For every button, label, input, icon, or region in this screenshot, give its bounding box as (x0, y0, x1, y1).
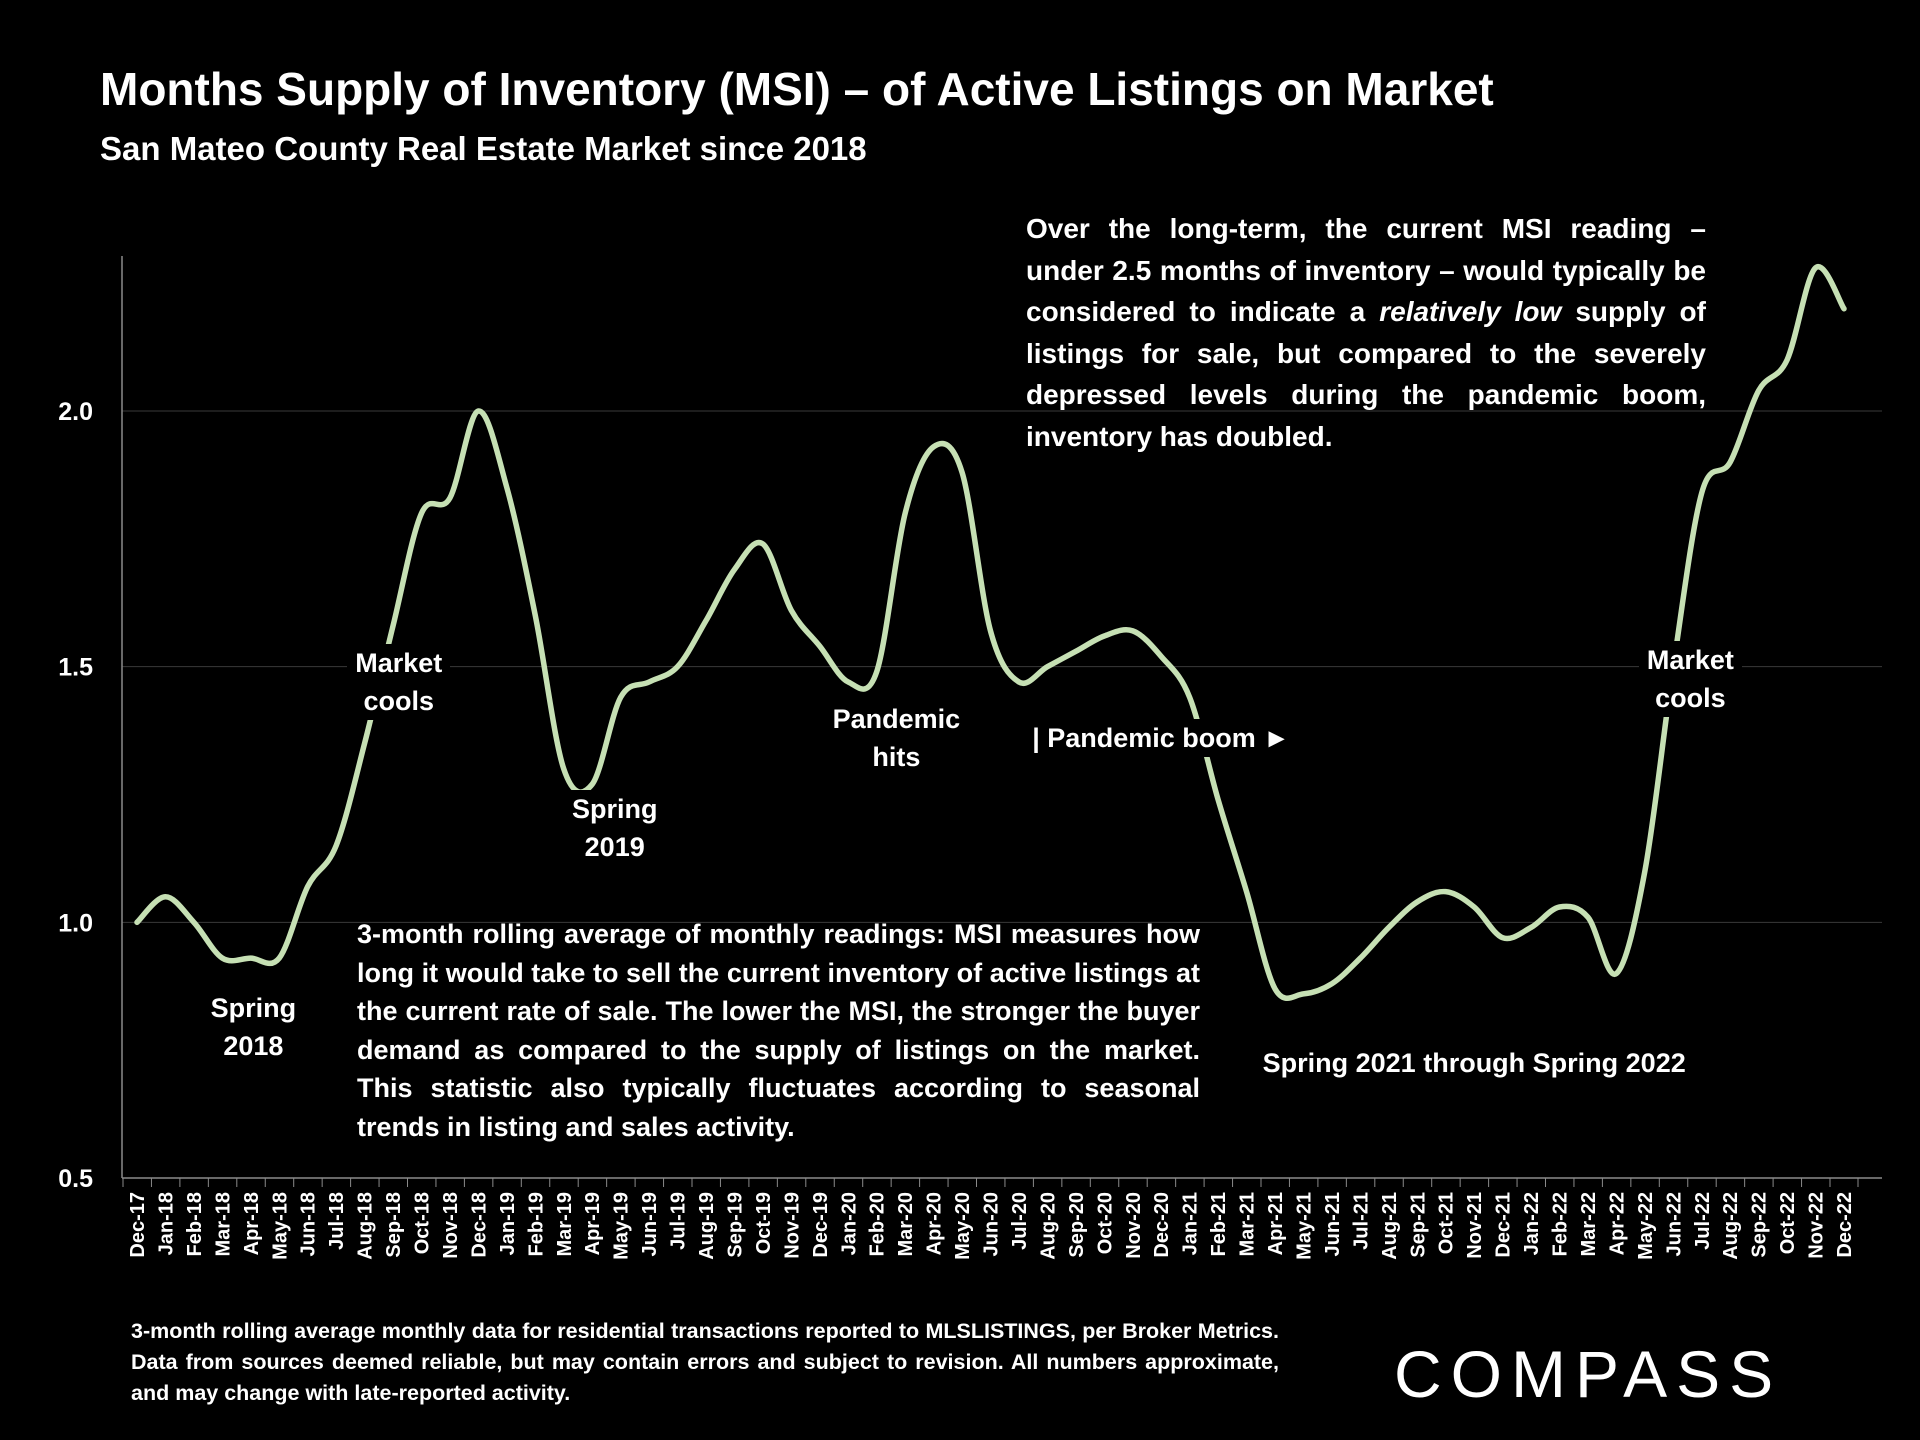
long-term-note-text-1: Over the long-term, the current MSI read… (1026, 213, 1706, 327)
x-tick-label: Feb-22 (1550, 1192, 1572, 1256)
chart-title: Months Supply of Inventory (MSI) – of Ac… (100, 63, 1494, 115)
x-tick-label: Jul-18 (326, 1192, 348, 1250)
x-tick-label: Oct-22 (1777, 1192, 1799, 1254)
annotation-line: Spring (571, 793, 658, 824)
annotation-line: hits (872, 742, 921, 773)
x-tick-label: Feb-18 (184, 1192, 206, 1256)
x-tick-label: Nov-20 (1123, 1192, 1145, 1259)
x-tick-label: Oct-18 (412, 1192, 434, 1254)
x-tick-label: Sep-20 (1066, 1192, 1088, 1258)
annotation-line: Market (1646, 645, 1734, 676)
x-tick-label: Dec-22 (1834, 1192, 1856, 1258)
x-tick-label: Dec-20 (1151, 1192, 1173, 1258)
annotation-line: Market (355, 648, 443, 678)
annotation-line: Pandemic (832, 704, 961, 735)
x-tick-label: Nov-21 (1464, 1192, 1486, 1259)
x-tick-label: Mar-20 (895, 1192, 917, 1256)
x-tick-label: May-19 (611, 1192, 633, 1260)
x-tick-label: Aug-19 (696, 1192, 718, 1260)
x-tick-label: Jan-20 (838, 1192, 860, 1255)
x-tick-label: Sep-19 (724, 1192, 746, 1258)
x-tick-label: Oct-19 (753, 1192, 775, 1254)
x-tick-label: Feb-19 (525, 1192, 547, 1256)
x-tick-label: Jul-20 (1009, 1192, 1031, 1250)
annotation-line: cools (1655, 683, 1726, 714)
x-tick-label: Sep-21 (1407, 1192, 1429, 1258)
x-tick-label: Jan-19 (497, 1192, 519, 1255)
annotation-label: Spring 2018 (202, 989, 305, 1066)
x-tick-label: Sep-18 (383, 1192, 405, 1258)
x-tick-label: Jun-22 (1663, 1192, 1685, 1256)
x-tick-label: Aug-22 (1720, 1192, 1742, 1260)
x-tick-label: Jun-21 (1322, 1192, 1344, 1256)
x-tick-label: Mar-18 (212, 1192, 234, 1256)
x-tick-label: Jun-20 (981, 1192, 1003, 1256)
x-tick-label: May-18 (269, 1192, 291, 1260)
x-tick-label: Aug-18 (355, 1192, 377, 1260)
y-tick-label: 0.5 (58, 1165, 93, 1193)
annotation-label: Spring 2019 (563, 789, 666, 866)
x-tick-label: Apr-18 (241, 1192, 263, 1255)
x-tick-label: Nov-19 (781, 1192, 803, 1259)
line-layer (134, 264, 1847, 1001)
x-tick-label: Jul-19 (668, 1192, 690, 1250)
annotation-label: Market cools (1638, 641, 1742, 718)
x-tick-label: Nov-22 (1806, 1192, 1828, 1259)
x-tick-label: Mar-19 (554, 1192, 576, 1256)
x-tick-label: Dec-21 (1493, 1192, 1515, 1258)
x-tick-label: Jun-18 (298, 1192, 320, 1256)
y-tick-label: 1.5 (58, 654, 93, 682)
x-tick-label: Oct-20 (1094, 1192, 1116, 1254)
x-tick-label: May-20 (952, 1192, 974, 1260)
annotation-label: Pandemic hits (824, 700, 969, 777)
long-term-note: Over the long-term, the current MSI read… (1026, 208, 1706, 457)
axis-layer (121, 256, 1882, 1187)
series-line-0 (134, 264, 1847, 1001)
x-tick-label: Jun-19 (639, 1192, 661, 1256)
x-tick-label: Dec-18 (468, 1192, 490, 1258)
x-tick-label: Oct-21 (1436, 1192, 1458, 1254)
x-tick-label: Jul-22 (1692, 1192, 1714, 1250)
x-tick-label: Jan-21 (1180, 1192, 1202, 1255)
x-tick-label: Jul-21 (1350, 1192, 1372, 1250)
x-tick-label: Apr-21 (1265, 1192, 1287, 1255)
x-tick-label: Dec-19 (810, 1192, 832, 1258)
annotation-line: Spring (210, 993, 297, 1024)
annotation-line: cools (363, 686, 435, 716)
x-tick-label: Aug-21 (1379, 1192, 1401, 1260)
x-tick-label: Apr-20 (924, 1192, 946, 1255)
annotation-line: Spring 2021 through Spring 2022 (1262, 1047, 1686, 1078)
x-tick-label: Apr-22 (1606, 1192, 1628, 1255)
y-tick-label: 1.0 (58, 909, 93, 937)
x-tick-label: May-22 (1635, 1192, 1657, 1260)
source-footnote: 3-month rolling average monthly data for… (131, 1319, 1279, 1405)
x-tick-label: Feb-21 (1208, 1192, 1230, 1256)
chart-subtitle: San Mateo County Real Estate Market sinc… (100, 130, 867, 167)
compass-logo: COMPASS (1394, 1337, 1783, 1411)
x-tick-label: Dec-17 (127, 1192, 149, 1258)
annotation-line: 2018 (223, 1031, 284, 1062)
x-tick-label: Feb-20 (867, 1192, 889, 1256)
x-tick-label: Apr-19 (582, 1192, 604, 1255)
annotation-line: 2019 (584, 831, 645, 862)
x-tick-label: Nov-18 (440, 1192, 462, 1259)
annotation-label: Market cools (347, 644, 451, 720)
methodology-note: 3-month rolling average of monthly readi… (357, 919, 1200, 1142)
x-tick-label: Aug-20 (1037, 1192, 1059, 1260)
x-tick-label: May-21 (1293, 1192, 1315, 1260)
annotation-label: Spring 2021 through Spring 2022 (1254, 1043, 1694, 1082)
x-tick-label: Sep-22 (1749, 1192, 1771, 1258)
x-tick-label: Jan-18 (155, 1192, 177, 1255)
long-term-note-emphasis: relatively low (1379, 296, 1562, 327)
x-tick-label: Jan-22 (1521, 1192, 1543, 1255)
x-tick-label: Mar-22 (1578, 1192, 1600, 1256)
long-term-note-text-2: supply of listings for sale, but compare… (1026, 296, 1706, 452)
label-layer: 0.5 1.0 1.5 2.0 Dec-17 Jan-18 Feb-18 Mar-18 Apr-… (58, 398, 1856, 1260)
annotation-line: | Pandemic boom ► (1032, 723, 1291, 754)
x-tick-label: Mar-21 (1237, 1192, 1259, 1256)
annotation-label: | Pandemic boom ► (1024, 719, 1299, 758)
y-tick-label: 2.0 (58, 398, 93, 426)
